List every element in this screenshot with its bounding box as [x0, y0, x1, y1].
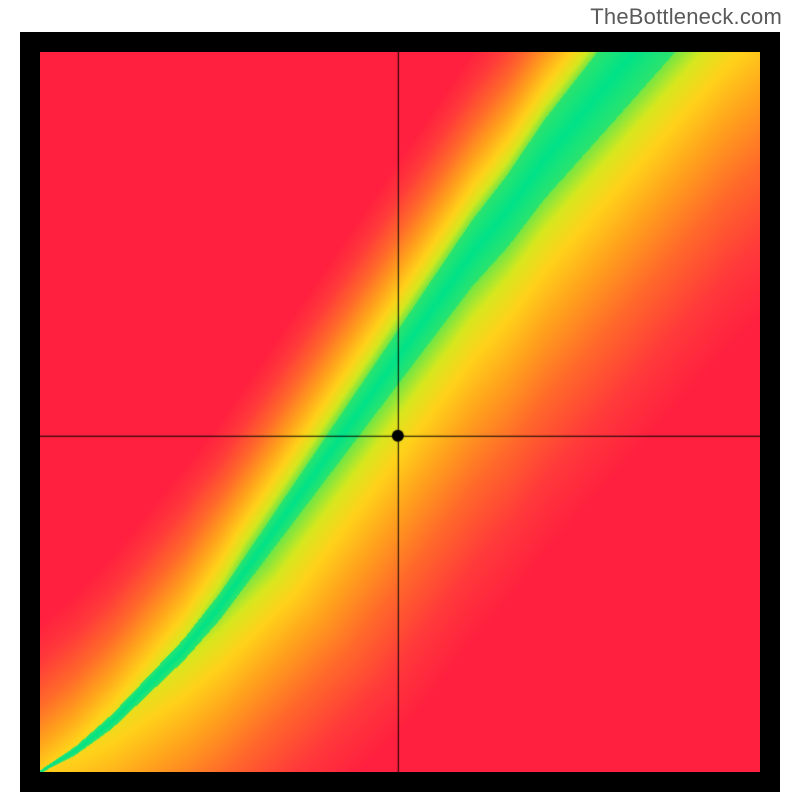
plot-frame [20, 32, 780, 792]
attribution-text: TheBottleneck.com [590, 4, 782, 30]
plot-inner [40, 52, 760, 772]
heatmap-canvas [40, 52, 760, 772]
root-container: TheBottleneck.com [0, 0, 800, 800]
